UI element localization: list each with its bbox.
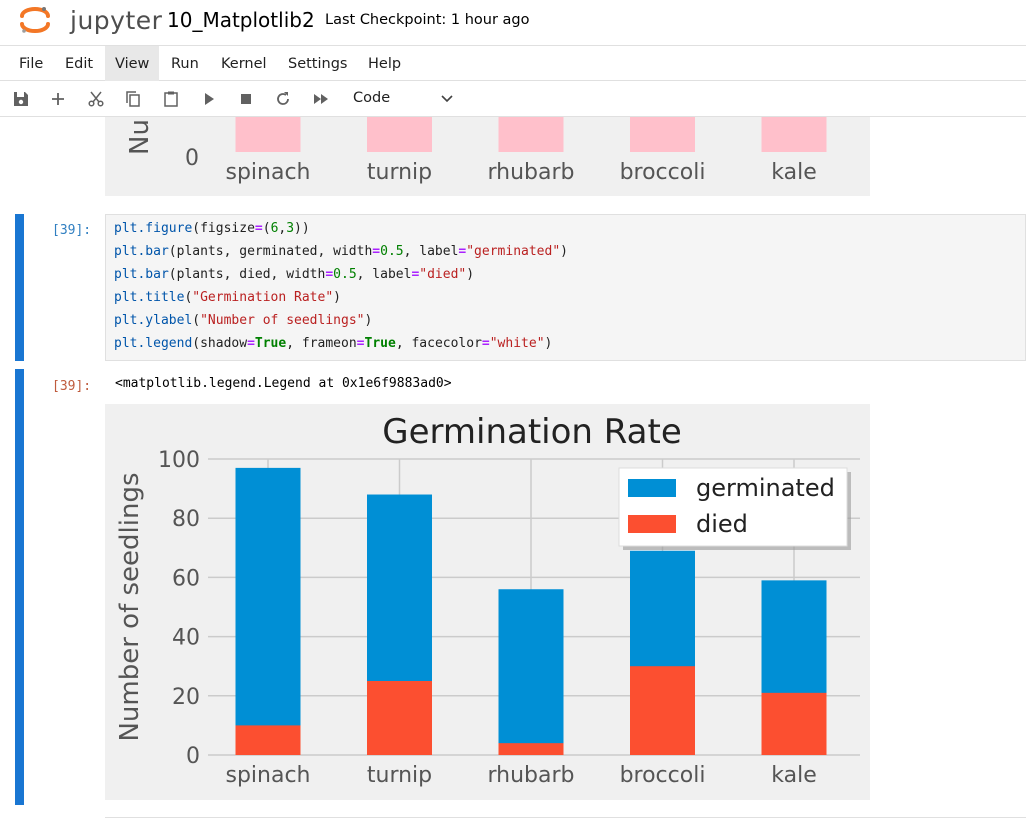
bar-died-rhubarb <box>498 743 564 755</box>
run-icon[interactable] <box>199 89 219 109</box>
ytick-label: 60 <box>172 566 200 591</box>
legend-swatch <box>628 515 676 533</box>
menu-settings[interactable]: Settings <box>288 56 348 72</box>
chart-ylabel: Number of seedlings <box>115 472 145 741</box>
prev-xtick-label: kale <box>771 160 816 185</box>
plot-output: 0 20 40 60 80 100 spinach turnip rhubarb broccol… <box>105 404 870 800</box>
ytick-label: 0 <box>186 744 200 769</box>
jupyter-logo[interactable]: jupyter <box>18 4 162 36</box>
ytick-label: 100 <box>158 448 200 473</box>
code-line: plt.title("Germination Rate") <box>114 290 341 305</box>
bar-died-kale <box>761 692 827 755</box>
legend-swatch <box>628 479 676 497</box>
add-cell-icon[interactable] <box>48 89 68 109</box>
bar-died-spinach <box>235 725 301 755</box>
menu-view[interactable]: View <box>105 46 160 81</box>
prev-bar <box>761 117 827 152</box>
xtick-label: spinach <box>225 763 310 788</box>
stop-icon[interactable] <box>236 89 256 109</box>
run-all-icon[interactable] <box>311 89 331 109</box>
code-line: plt.ylabel("Number of seedlings") <box>114 313 373 328</box>
menu-edit[interactable]: Edit <box>65 56 94 72</box>
notebook-toolbar: Code <box>0 81 1026 117</box>
xtick-label: broccoli <box>620 763 706 788</box>
menu-run[interactable]: Run <box>171 56 199 72</box>
input-cell-collapser[interactable] <box>15 214 24 361</box>
prev-xtick-label: spinach <box>225 160 310 185</box>
legend-label: germinated <box>696 474 835 502</box>
bar-died-broccoli <box>630 666 695 755</box>
code-line: plt.legend(shadow=True, frameon=True, fa… <box>114 336 553 351</box>
chevron-down-icon <box>441 95 453 103</box>
save-icon[interactable] <box>11 89 31 109</box>
code-line: plt.figure(figsize=(6,3)) <box>114 221 310 236</box>
prev-xtick-label: turnip <box>367 160 432 185</box>
ytick-label: 40 <box>172 626 200 651</box>
bar-germinated-rhubarb <box>498 589 564 755</box>
previous-plot: Nu 0 spinach turnip rhubarb broccoli kale <box>125 117 827 185</box>
checkpoint-status: Last Checkpoint: 1 hour ago <box>325 12 530 28</box>
previous-plot-output: Nu 0 spinach turnip rhubarb broccoli kale <box>105 117 870 196</box>
code-editor[interactable]: plt.figure(figsize=(6,3)) plt.bar(plants… <box>105 214 1026 361</box>
prev-bar <box>367 117 432 152</box>
prev-ytick-0: 0 <box>185 146 199 171</box>
next-cell-edge <box>105 817 1026 821</box>
cell-type-value: Code <box>353 90 391 106</box>
code-line: plt.bar(plants, died, width=0.5, label="… <box>114 267 475 282</box>
prev-xtick-label: rhubarb <box>487 160 574 185</box>
prev-bar <box>630 117 695 152</box>
cell-type-select[interactable]: Code <box>346 87 458 111</box>
header: jupyter 10_Matplotlib2 Last Checkpoint: … <box>0 0 1026 45</box>
bar-germinated-spinach <box>235 467 301 755</box>
prev-ylabel-fragment: Nu <box>125 119 155 155</box>
jupyter-logo-icon <box>20 7 50 33</box>
code-line: plt.bar(plants, germinated, width=0.5, l… <box>114 244 568 259</box>
menu-help[interactable]: Help <box>368 56 402 72</box>
xtick-label: rhubarb <box>487 763 574 788</box>
ytick-label: 80 <box>172 507 200 532</box>
input-prompt: [39]: <box>52 223 92 238</box>
output-text: <matplotlib.legend.Legend at 0x1e6f9883a… <box>115 376 452 391</box>
chart-title: Germination Rate <box>382 412 682 452</box>
bar-died-turnip <box>367 681 432 755</box>
notebook-title[interactable]: 10_Matplotlib2 <box>167 8 315 32</box>
legend-label: died <box>696 510 748 538</box>
prev-bar <box>498 117 564 152</box>
copy-icon[interactable] <box>123 89 143 109</box>
paste-icon[interactable] <box>161 89 181 109</box>
cut-icon[interactable] <box>86 89 106 109</box>
chart-legend: germinated died <box>618 467 851 550</box>
germination-chart: 0 20 40 60 80 100 spinach turnip rhubarb broccol… <box>115 412 860 788</box>
menu-bar: File Edit View Run Kernel Settings Help <box>0 45 1026 81</box>
xtick-label: turnip <box>367 763 432 788</box>
output-cell-collapser[interactable] <box>15 369 24 805</box>
xtick-label: kale <box>771 763 816 788</box>
ytick-label: 20 <box>172 685 200 710</box>
prev-xtick-label: broccoli <box>620 160 706 185</box>
restart-icon[interactable] <box>273 89 293 109</box>
menu-file[interactable]: File <box>19 56 44 72</box>
notebook-panel[interactable]: Nu 0 spinach turnip rhubarb broccoli kale [3… <box>0 117 1026 821</box>
menu-kernel[interactable]: Kernel <box>221 56 267 72</box>
output-prompt: [39]: <box>52 379 92 394</box>
jupyter-wordmark: jupyter <box>70 6 163 35</box>
prev-bar <box>235 117 301 152</box>
